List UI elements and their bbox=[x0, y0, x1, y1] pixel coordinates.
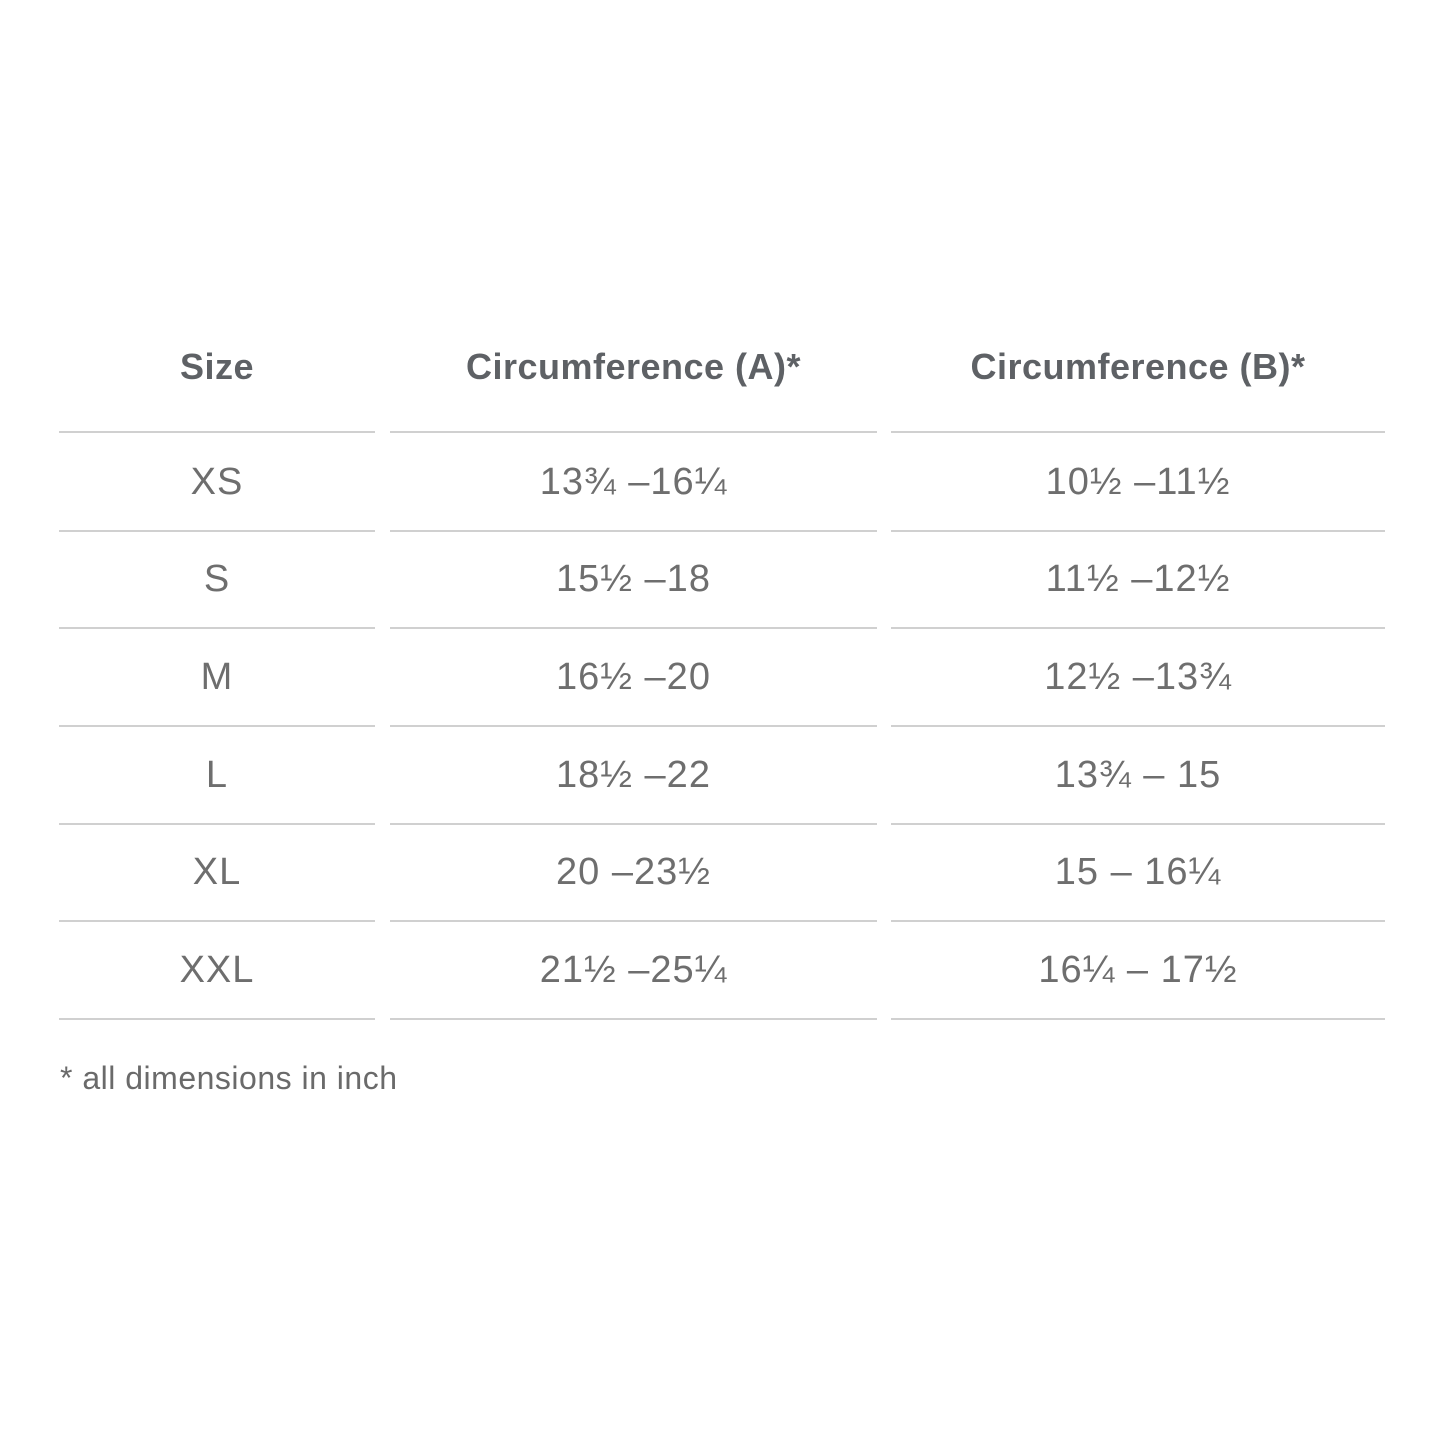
circumference-a-cell: 15½ –18 bbox=[390, 531, 877, 629]
circumference-b-cell: 10½ –11½ bbox=[891, 434, 1385, 532]
table-row: M 16½ –20 12½ –13¾ bbox=[0, 629, 1445, 727]
circumference-a-cell: 18½ –22 bbox=[390, 727, 877, 825]
size-cell: XS bbox=[59, 434, 375, 532]
circumference-a-cell: 13¾ –16¼ bbox=[390, 434, 877, 532]
circumference-a-cell: 16½ –20 bbox=[390, 629, 877, 727]
footnote: * all dimensions in inch bbox=[60, 1060, 398, 1096]
circumference-b-cell: 11½ –12½ bbox=[891, 531, 1385, 629]
circumference-b-cell: 15 – 16¼ bbox=[891, 824, 1385, 922]
size-cell: XL bbox=[59, 824, 375, 922]
circumference-a-cell: 21½ –25¼ bbox=[390, 922, 877, 1020]
circumference-b-cell: 16¼ – 17½ bbox=[891, 922, 1385, 1020]
header-size: Size bbox=[59, 320, 375, 433]
header-circumference-a: Circumference (A)* bbox=[390, 320, 877, 433]
size-cell: L bbox=[59, 727, 375, 825]
table-row: XL 20 –23½ 15 – 16¼ bbox=[0, 824, 1445, 922]
circumference-b-cell: 13¾ – 15 bbox=[891, 727, 1385, 825]
table-row: S 15½ –18 11½ –12½ bbox=[0, 531, 1445, 629]
table-row: XS 13¾ –16¼ 10½ –11½ bbox=[0, 434, 1445, 532]
size-cell: XXL bbox=[59, 922, 375, 1020]
circumference-a-cell: 20 –23½ bbox=[390, 824, 877, 922]
header-circumference-b: Circumference (B)* bbox=[891, 320, 1385, 433]
table-header-row: Size Circumference (A)* Circumference (B… bbox=[0, 320, 1445, 433]
table-row: XXL 21½ –25¼ 16¼ – 17½ bbox=[0, 922, 1445, 1020]
table-row: L 18½ –22 13¾ – 15 bbox=[0, 727, 1445, 825]
circumference-b-cell: 12½ –13¾ bbox=[891, 629, 1385, 727]
size-cell: M bbox=[59, 629, 375, 727]
size-cell: S bbox=[59, 531, 375, 629]
